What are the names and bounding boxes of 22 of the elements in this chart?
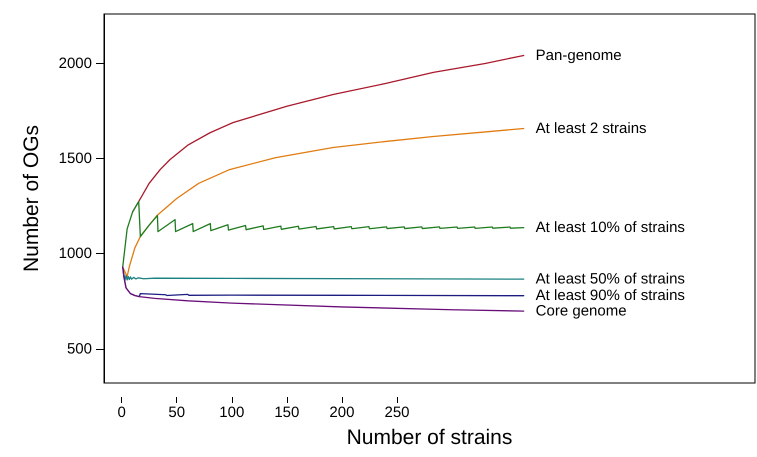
- x-tick-label: 0: [117, 404, 126, 421]
- x-tick-label: 250: [384, 404, 410, 421]
- x-tick-label: 100: [219, 404, 244, 421]
- x-tick-label: 50: [168, 404, 186, 421]
- x-axis-title: Number of strains: [346, 426, 512, 449]
- y-tick-label: 1500: [58, 150, 92, 168]
- y-axis-title: Number of OGs: [20, 124, 43, 272]
- y-tick-label: 2000: [58, 54, 92, 72]
- series-label: At least 90% of strains: [536, 287, 685, 304]
- line-series: [122, 266, 524, 312]
- x-tick-label: 200: [329, 404, 354, 421]
- series-label: At least 10% of strains: [536, 219, 685, 236]
- line-series: [122, 128, 524, 278]
- y-tick-label: 500: [66, 340, 92, 358]
- series-label: At least 50% of strains: [536, 270, 685, 288]
- x-tick-label: 150: [274, 404, 300, 421]
- line-series: [122, 200, 524, 268]
- line-series: [122, 266, 524, 281]
- series-label: At least 2 strains: [536, 120, 647, 138]
- series-label: Pan-genome: [536, 46, 622, 64]
- y-tick-label: 1000: [58, 245, 92, 262]
- series-label: Core genome: [536, 302, 627, 320]
